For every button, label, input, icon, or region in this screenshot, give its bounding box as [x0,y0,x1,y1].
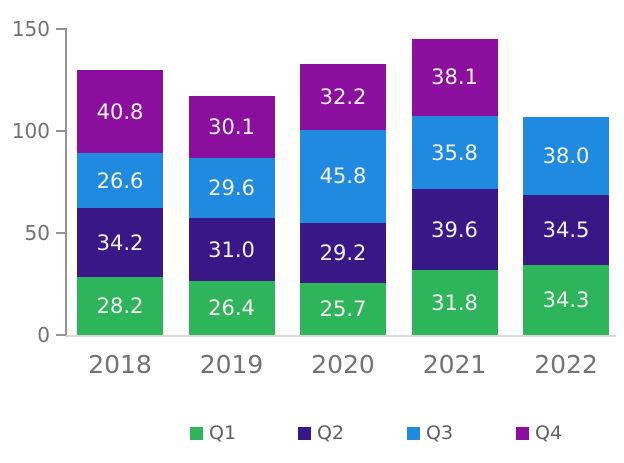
y-tick-mark-50 [56,232,66,234]
x-tick-label-2020: 2020 [311,350,375,379]
bar-value-label-2019-q1: 26.4 [208,296,255,321]
x-tick-label-2019: 2019 [199,350,264,379]
legend-item-q2: Q2 [298,423,344,443]
bar-segment-2020-q3: 45.8 [300,129,386,223]
legend-swatch-q1 [190,426,203,440]
legend-swatch-q4 [516,426,529,440]
bar-value-label-2022-q2: 34.5 [542,217,590,242]
bar-segment-2019-q4: 30.1 [188,96,275,158]
bar-value-label-2020-q4: 32.2 [319,84,367,109]
y-tick-label-150: 150 [11,17,50,41]
bar-value-label-2018-q3: 26.6 [96,168,144,193]
legend-swatch-q2 [298,426,311,440]
y-tick-mark-0 [56,334,66,336]
bar-segment-2022-q1: 34.3 [523,265,609,335]
y-tick-label-50: 50 [24,221,50,245]
x-axis-baseline [65,335,616,337]
legend-item-q3: Q3 [407,423,453,443]
bar-segment-2019-q1: 26.4 [188,281,275,335]
legend-label-q2: Q2 [317,422,345,444]
legend: Q1 Q2 Q3 Q4 [0,423,624,445]
bar-value-label-2021-q1: 31.8 [431,290,478,315]
x-tick-label-2022: 2022 [534,350,598,379]
bar-segment-2019-q3: 29.6 [188,157,275,218]
y-tick-mark-100 [56,130,66,132]
legend-label-q4: Q4 [535,422,563,444]
bar-value-label-2021-q2: 39.6 [431,217,478,242]
bar-value-label-2018-q1: 28.2 [96,294,144,319]
bar-segment-2021-q4: 38.1 [411,38,498,117]
bar-segment-2020-q4: 32.2 [300,63,386,130]
bar-value-label-2018-q2: 34.2 [96,230,144,255]
bar-value-label-2018-q4: 40.8 [96,99,144,124]
bar-segment-2018-q4: 40.8 [77,70,163,154]
bar-value-label-2020-q3: 45.8 [319,164,367,189]
legend-swatch-q3 [407,426,420,440]
x-tick-label-2021: 2021 [422,350,487,379]
bar-segment-2022-q3: 38.0 [523,117,609,195]
bar-value-label-2019-q3: 29.6 [208,175,255,200]
bar-value-label-2022-q3: 38.0 [542,143,590,168]
bar-segment-2021-q2: 39.6 [411,189,498,271]
y-tick-label-0: 0 [37,323,50,347]
bar-segment-2018-q1: 28.2 [77,277,163,335]
bar-value-label-2020-q2: 29.2 [319,240,367,265]
bar-segment-2020-q1: 25.7 [300,282,386,335]
bar-segment-2021-q3: 35.8 [411,116,498,190]
bar-segment-2021-q1: 31.8 [411,270,498,335]
bar-value-label-2019-q2: 31.0 [208,237,255,262]
bar-value-label-2021-q4: 38.1 [431,65,478,90]
bar-segment-2018-q3: 26.6 [77,153,163,208]
bar-segment-2019-q2: 31.0 [188,217,275,282]
legend-item-q4: Q4 [516,423,562,443]
bar-segment-2020-q2: 29.2 [300,223,386,283]
y-tick-mark-150 [56,28,66,30]
x-tick-label-2018: 2018 [88,350,152,379]
bar-value-label-2020-q1: 25.7 [319,296,367,321]
bar-value-label-2019-q4: 30.1 [208,114,255,139]
legend-item-q1: Q1 [190,423,236,443]
legend-label-q1: Q1 [209,422,237,444]
bar-segment-2022-q2: 34.5 [523,194,609,266]
legend-label-q3: Q3 [426,422,454,444]
bar-segment-2018-q2: 34.2 [77,207,163,278]
bar-value-label-2021-q3: 35.8 [431,140,478,165]
y-axis-line [65,28,67,337]
bar-value-label-2022-q1: 34.3 [542,288,590,312]
y-tick-label-100: 100 [11,119,50,143]
